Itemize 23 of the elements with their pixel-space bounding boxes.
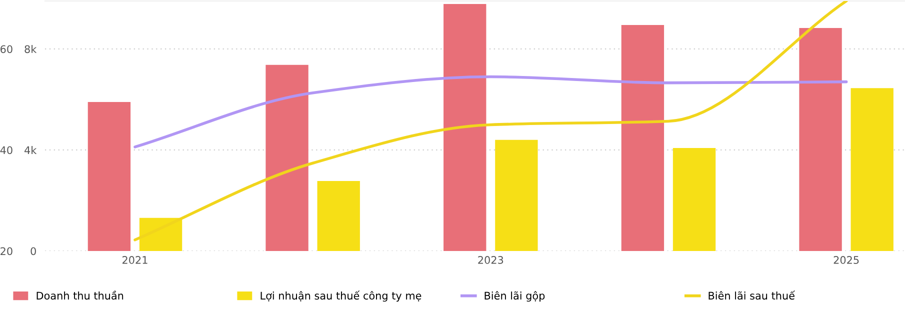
y-tick-label: 0 — [30, 247, 36, 256]
bar — [444, 4, 486, 251]
bar — [850, 88, 894, 251]
bar — [799, 28, 842, 251]
y-tick-label: 4k — [24, 146, 37, 154]
bar — [317, 181, 360, 251]
x-tick-label: 2023 — [478, 256, 504, 264]
y2-tick-label: 20 — [0, 247, 12, 256]
bar — [495, 140, 538, 251]
x-tick-label: 2021 — [122, 256, 148, 264]
legend-label: Doanh thu thuần — [36, 290, 124, 300]
bar — [672, 148, 716, 251]
y2-tick-label: 40 — [0, 146, 12, 154]
legend-label: Lợi nhuận sau thuế công ty mẹ — [260, 290, 422, 302]
line-series — [134, 75, 848, 148]
legend-label: Biên lãi sau thuế — [708, 290, 795, 300]
bar — [621, 24, 664, 251]
bar — [88, 102, 131, 251]
y-tick-label: 8k — [24, 45, 37, 54]
bar — [266, 64, 308, 251]
legend-label: Biên lãi gộp — [484, 291, 545, 302]
x-tick-label: 2025 — [834, 256, 859, 264]
y2-tick-label: 60 — [0, 45, 12, 54]
